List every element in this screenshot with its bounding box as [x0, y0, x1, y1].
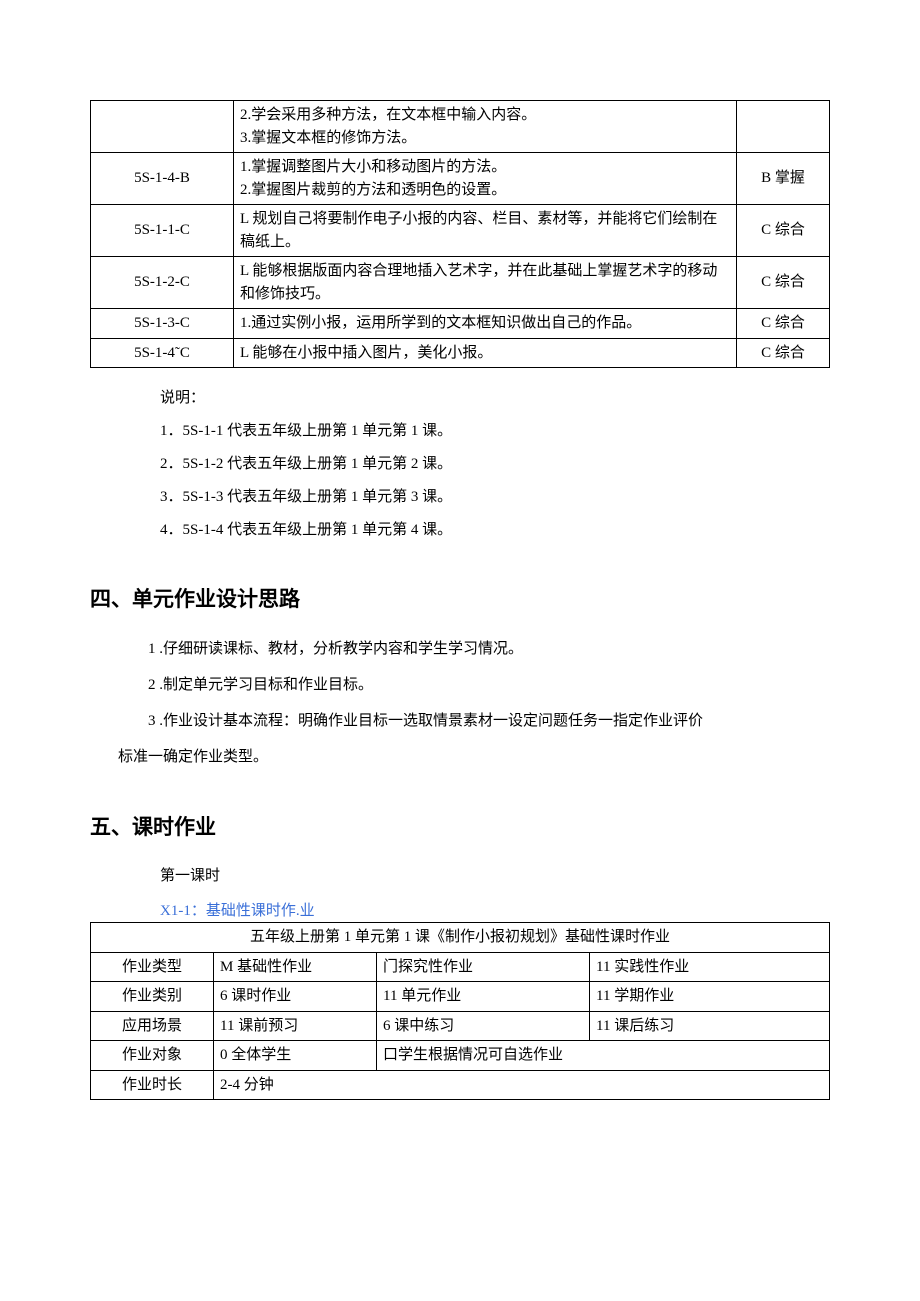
code-cell: 5S-1-4-B [91, 153, 234, 205]
row-opt: 门探究性作业 [377, 952, 590, 982]
row-label: 作业类型 [91, 952, 214, 982]
code-cell [91, 101, 234, 153]
row-opt: 2-4 分钟 [214, 1070, 830, 1100]
level-cell: C 综合 [737, 309, 830, 339]
notes-item: 2．5S-1-2 代表五年级上册第 1 单元第 2 课。 [160, 448, 830, 481]
row-opt: 6 课时作业 [214, 982, 377, 1012]
table-row: 5S-1-4˜C L 能够在小报中插入图片，美化小报。 C 综合 [91, 338, 830, 368]
section4-title: 四、单元作业设计思路 [90, 583, 830, 613]
code-cell: 5S-1-1-C [91, 205, 234, 257]
section4-item: 2 .制定单元学习目标和作业目标。 [118, 667, 830, 703]
desc-cell: 2.学会采用多种方法，在文本框中输入内容。 3.掌握文本框的修饰方法。 [234, 101, 737, 153]
table-row: 2.学会采用多种方法，在文本框中输入内容。 3.掌握文本框的修饰方法。 [91, 101, 830, 153]
row-label: 作业时长 [91, 1070, 214, 1100]
row-opt: 11 单元作业 [377, 982, 590, 1012]
table-row: 5S-1-1-C L 规划自己将要制作电子小报的内容、栏目、素材等，并能将它们绘… [91, 205, 830, 257]
row-opt: 口学生根据情况可自选作业 [377, 1041, 830, 1071]
row-opt: 11 课后练习 [590, 1011, 830, 1041]
row-opt: 11 学期作业 [590, 982, 830, 1012]
level-cell [737, 101, 830, 153]
table-row: 应用场景 11 课前预习 6 课中练习 11 课后练习 [91, 1011, 830, 1041]
level-cell: B 掌握 [737, 153, 830, 205]
row-opt: 6 课中练习 [377, 1011, 590, 1041]
section5-title: 五、课时作业 [90, 811, 830, 841]
desc-cell: 1.通过实例小报，运用所学到的文本框知识做出自己的作品。 [234, 309, 737, 339]
table-row: 作业对象 0 全体学生 口学生根据情况可自选作业 [91, 1041, 830, 1071]
table-row: 5S-1-2-C L 能够根据版面内容合理地插入艺术字，并在此基础上掌握艺术字的… [91, 257, 830, 309]
section4-body: 1 .仔细研读课标、教材，分析教学内容和学生学习情况。 2 .制定单元学习目标和… [118, 631, 830, 775]
section4-item: 1 .仔细研读课标、教材，分析教学内容和学生学习情况。 [118, 631, 830, 667]
row-label: 作业对象 [91, 1041, 214, 1071]
objectives-table: 2.学会采用多种方法，在文本框中输入内容。 3.掌握文本框的修饰方法。 5S-1… [90, 100, 830, 368]
notes-item: 3．5S-1-3 代表五年级上册第 1 单元第 3 课。 [160, 481, 830, 514]
level-cell: C 综合 [737, 205, 830, 257]
table-header-row: 五年级上册第 1 单元第 1 课《制作小报初规划》基础性课时作业 [91, 923, 830, 953]
level-cell: C 综合 [737, 257, 830, 309]
notes-block: 说明： 1．5S-1-1 代表五年级上册第 1 单元第 1 课。 2．5S-1-… [160, 382, 830, 547]
code-cell: 5S-1-4˜C [91, 338, 234, 368]
code-cell: 5S-1-3-C [91, 309, 234, 339]
row-label: 应用场景 [91, 1011, 214, 1041]
section4-item: 3 .作业设计基本流程：明确作业目标一选取情景素材一设定问题任务一指定作业评价 [118, 703, 830, 739]
desc-cell: L 能够在小报中插入图片，美化小报。 [234, 338, 737, 368]
row-label: 作业类别 [91, 982, 214, 1012]
desc-cell: L 能够根据版面内容合理地插入艺术字，并在此基础上掌握艺术字的移动和修饰技巧。 [234, 257, 737, 309]
notes-heading: 说明： [160, 382, 830, 415]
table-row: 作业类型 M 基础性作业 门探究性作业 11 实践性作业 [91, 952, 830, 982]
desc-cell: 1.掌握调整图片大小和移动图片的方法。 2.掌握图片裁剪的方法和透明色的设置。 [234, 153, 737, 205]
section5-xlabel: X1-1：基础性课时作.业 [160, 899, 830, 920]
level-cell: C 综合 [737, 338, 830, 368]
table-row: 5S-1-3-C 1.通过实例小报，运用所学到的文本框知识做出自己的作品。 C … [91, 309, 830, 339]
section4-item: 标准一确定作业类型。 [118, 739, 830, 775]
section5-subhead: 第一课时 [160, 861, 830, 891]
notes-item: 1．5S-1-1 代表五年级上册第 1 单元第 1 课。 [160, 415, 830, 448]
desc-cell: L 规划自己将要制作电子小报的内容、栏目、素材等，并能将它们绘制在稿纸上。 [234, 205, 737, 257]
table-row: 作业类别 6 课时作业 11 单元作业 11 学期作业 [91, 982, 830, 1012]
row-opt: 0 全体学生 [214, 1041, 377, 1071]
table-row: 作业时长 2-4 分钟 [91, 1070, 830, 1100]
homework-table: 五年级上册第 1 单元第 1 课《制作小报初规划》基础性课时作业 作业类型 M … [90, 922, 830, 1100]
table-header: 五年级上册第 1 单元第 1 课《制作小报初规划》基础性课时作业 [91, 923, 830, 953]
row-opt: 11 课前预习 [214, 1011, 377, 1041]
code-cell: 5S-1-2-C [91, 257, 234, 309]
row-opt: 11 实践性作业 [590, 952, 830, 982]
row-opt: M 基础性作业 [214, 952, 377, 982]
table-row: 5S-1-4-B 1.掌握调整图片大小和移动图片的方法。 2.掌握图片裁剪的方法… [91, 153, 830, 205]
notes-item: 4．5S-1-4 代表五年级上册第 1 单元第 4 课。 [160, 514, 830, 547]
